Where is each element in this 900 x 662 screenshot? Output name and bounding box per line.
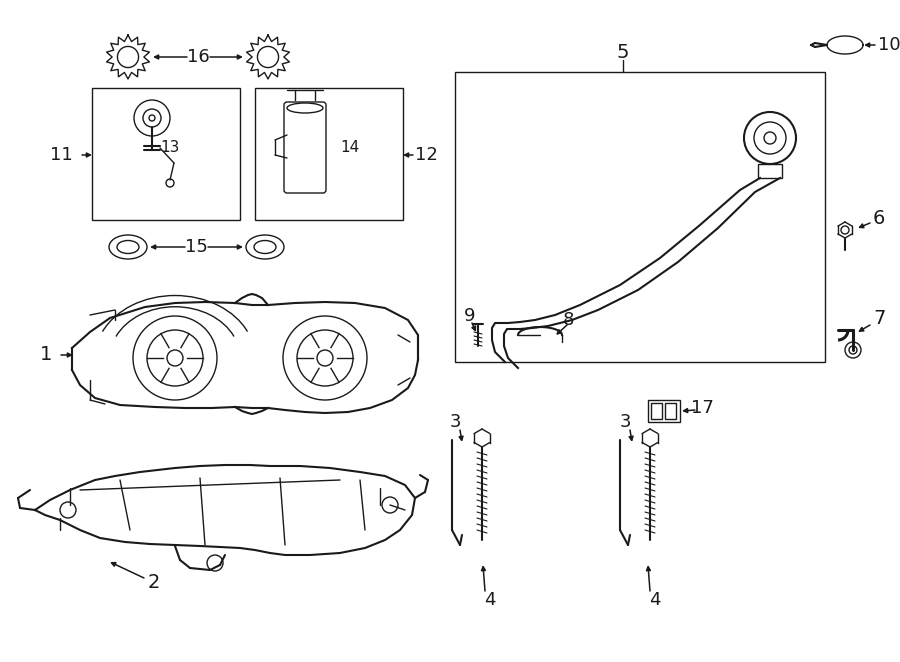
Text: 3: 3 <box>619 413 631 431</box>
Bar <box>758 164 782 178</box>
Text: 3: 3 <box>449 413 461 431</box>
Bar <box>665 403 676 419</box>
Text: 17: 17 <box>690 399 714 417</box>
Text: 7: 7 <box>873 308 886 328</box>
Text: 6: 6 <box>873 209 886 228</box>
Bar <box>255 88 403 220</box>
Bar <box>651 403 662 419</box>
Text: 9: 9 <box>464 307 476 325</box>
Text: 13: 13 <box>160 140 180 156</box>
Text: 10: 10 <box>878 36 900 54</box>
Bar <box>92 88 240 220</box>
Text: 16: 16 <box>186 48 210 66</box>
Bar <box>455 72 825 362</box>
Text: 1: 1 <box>40 346 52 365</box>
Text: 4: 4 <box>484 591 496 609</box>
Text: 14: 14 <box>340 140 360 156</box>
Text: 12: 12 <box>415 146 438 164</box>
Text: 5: 5 <box>616 42 629 62</box>
Text: 11: 11 <box>50 146 73 164</box>
Text: 2: 2 <box>148 573 160 592</box>
Text: 8: 8 <box>563 311 574 329</box>
Text: 15: 15 <box>184 238 207 256</box>
Text: 4: 4 <box>649 591 661 609</box>
Bar <box>648 400 680 422</box>
